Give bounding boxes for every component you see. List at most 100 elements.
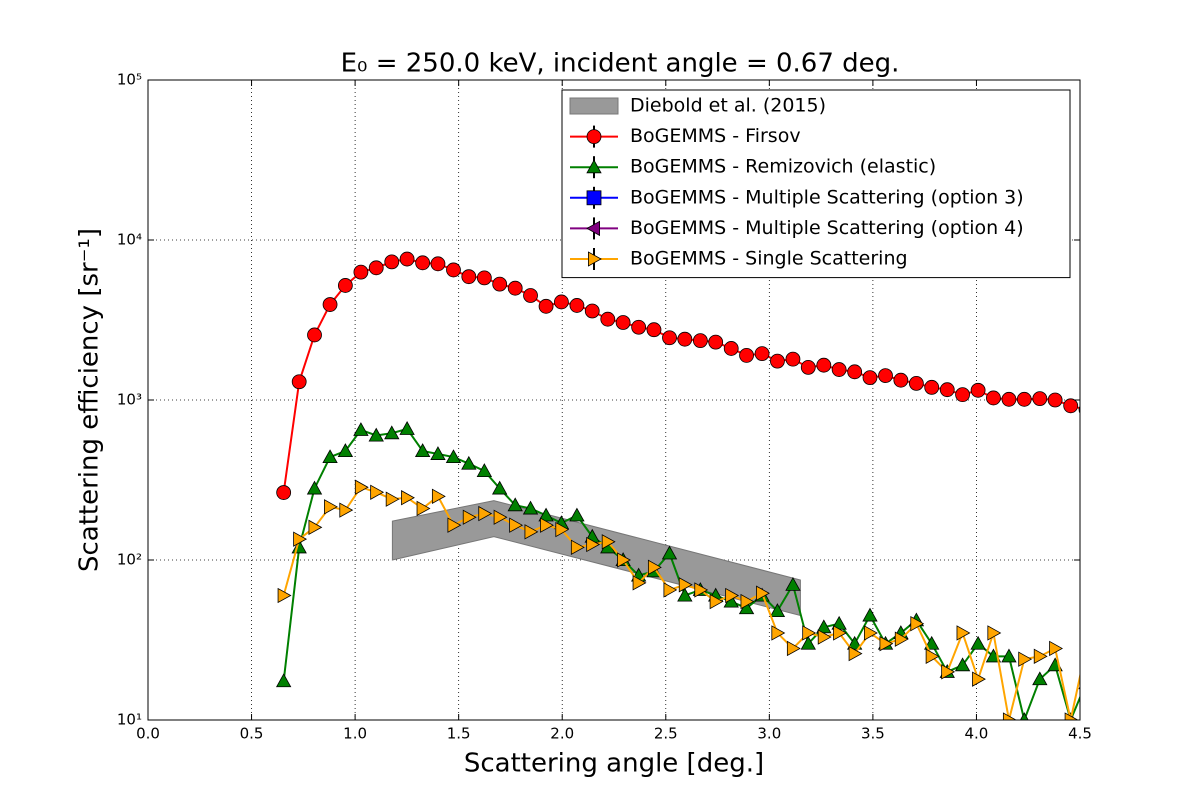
marker xyxy=(476,463,493,477)
marker xyxy=(956,625,971,641)
marker xyxy=(816,357,832,373)
marker xyxy=(555,521,570,538)
marker xyxy=(863,625,878,641)
marker xyxy=(1080,641,1093,655)
marker xyxy=(353,264,369,280)
marker xyxy=(586,536,601,553)
marker xyxy=(307,327,322,343)
x-tick-label: 4.5 xyxy=(1068,725,1092,743)
marker xyxy=(370,484,385,500)
marker xyxy=(447,517,462,533)
marker xyxy=(1032,671,1048,686)
marker xyxy=(878,368,893,384)
marker xyxy=(786,640,801,657)
marker xyxy=(924,379,940,395)
marker xyxy=(1078,405,1080,414)
marker xyxy=(291,374,307,390)
y-tick-label: 10⁵ xyxy=(117,71,142,89)
marker xyxy=(368,260,384,276)
marker xyxy=(586,190,602,206)
marker xyxy=(785,576,801,591)
marker xyxy=(987,625,1002,641)
x-tick-label: 0.0 xyxy=(136,725,160,743)
marker xyxy=(972,671,986,687)
marker xyxy=(600,311,616,327)
marker xyxy=(663,582,678,598)
marker xyxy=(1063,398,1079,414)
marker xyxy=(569,298,585,313)
marker xyxy=(800,359,816,375)
marker xyxy=(478,505,493,522)
marker xyxy=(384,254,400,270)
marker xyxy=(941,664,956,680)
marker xyxy=(493,509,508,525)
marker xyxy=(692,333,708,349)
marker xyxy=(523,288,538,303)
marker xyxy=(569,507,585,522)
y-tick-label: 10¹ xyxy=(117,711,142,729)
marker xyxy=(1033,648,1048,665)
legend: Diebold et al. (2015) BoGEMMS - Firsov BoG… xyxy=(561,89,1071,279)
marker xyxy=(399,421,415,435)
marker xyxy=(324,499,338,515)
marker xyxy=(553,294,569,310)
marker xyxy=(306,480,323,495)
marker xyxy=(476,270,492,286)
plot-area xyxy=(275,251,1093,720)
marker xyxy=(647,559,662,576)
marker xyxy=(709,593,724,610)
marker xyxy=(322,297,338,312)
chart-title: E₀ = 250.0 keV, incident angle = 0.67 de… xyxy=(341,49,900,79)
x-tick-label: 2.0 xyxy=(550,725,574,743)
marker xyxy=(509,517,524,533)
marker xyxy=(924,635,940,650)
marker xyxy=(570,539,585,556)
legend-swatch xyxy=(569,97,619,115)
marker xyxy=(1032,391,1048,407)
marker xyxy=(771,625,786,641)
marker xyxy=(538,298,554,314)
marker xyxy=(646,322,662,338)
marker xyxy=(817,629,832,645)
marker xyxy=(385,491,400,507)
marker xyxy=(586,159,602,174)
marker xyxy=(986,390,1001,406)
marker xyxy=(862,607,878,622)
marker xyxy=(662,330,677,346)
marker xyxy=(584,303,600,319)
marker xyxy=(739,347,754,363)
x-tick-label: 2.5 xyxy=(654,725,678,743)
marker xyxy=(632,575,647,591)
marker xyxy=(461,455,477,470)
marker xyxy=(1002,712,1017,720)
marker xyxy=(353,422,369,436)
y-tick-label: 10⁴ xyxy=(117,231,142,249)
marker xyxy=(1018,651,1033,667)
marker xyxy=(446,262,461,278)
marker xyxy=(879,635,894,652)
marker xyxy=(524,524,539,540)
marker xyxy=(1016,391,1032,407)
marker xyxy=(970,382,986,398)
y-axis-label: Scattering efficiency [sr⁻¹] xyxy=(75,228,105,572)
marker xyxy=(708,334,724,350)
marker xyxy=(925,648,940,665)
marker xyxy=(802,625,817,641)
marker xyxy=(939,382,955,398)
marker xyxy=(415,255,431,271)
marker xyxy=(677,587,693,602)
legend-label: Diebold et al. (2015) xyxy=(630,95,826,117)
marker xyxy=(862,370,878,386)
marker xyxy=(800,635,816,650)
marker xyxy=(1019,712,1029,720)
marker xyxy=(414,443,431,458)
marker xyxy=(1049,640,1063,657)
marker xyxy=(293,531,308,547)
marker xyxy=(955,387,970,403)
marker xyxy=(399,251,415,267)
marker xyxy=(694,582,709,598)
ticks: 0.0 0.5 1.0 1.5 2.0 2.5 3.0 3.5 4.0 4.5 10¹ 10² 10³ 1… xyxy=(117,71,1092,743)
marker xyxy=(337,443,354,458)
marker xyxy=(416,500,431,517)
